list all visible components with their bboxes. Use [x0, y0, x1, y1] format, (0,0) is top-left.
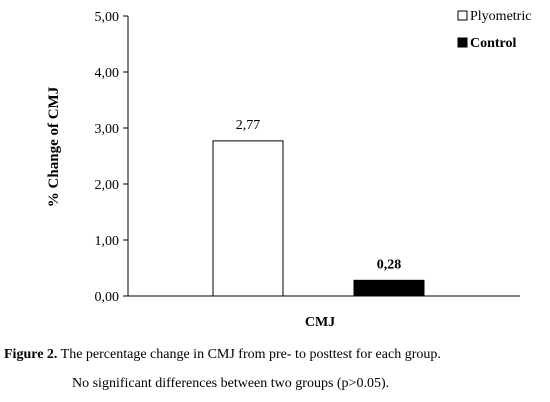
- legend-swatch-plyometric: [457, 10, 468, 21]
- y-tick-label: 2,00: [95, 178, 120, 193]
- chart-axes: [127, 16, 520, 297]
- y-tick-label: 3,00: [95, 122, 120, 137]
- figure-caption-text: The percentage change in CMJ from pre- t…: [57, 347, 441, 362]
- bar-value-label: 2,77: [236, 118, 261, 133]
- y-tick-label: 1,00: [95, 234, 120, 249]
- bar-value-labels: 2,77 0,28: [236, 118, 402, 272]
- legend-label-control: Control: [470, 36, 517, 51]
- chart-legend: Plyometric Control: [457, 9, 531, 51]
- y-axis-label: % Change of CMJ: [46, 86, 62, 207]
- y-axis-ticks: 0,00 1,00 2,00 3,00 4,00 5,00: [95, 10, 128, 305]
- figure-caption-note: No significant differences between two g…: [72, 376, 390, 391]
- y-tick-label: 0,00: [95, 290, 120, 305]
- figure-caption: Figure 2. The percentage change in CMJ f…: [4, 347, 441, 363]
- chart-bars: [212, 140, 425, 297]
- bar-plyometric: [212, 140, 284, 297]
- bar-control: [353, 279, 425, 297]
- x-axis-label: CMJ: [305, 315, 335, 330]
- y-tick-label: 4,00: [95, 66, 120, 81]
- legend-swatch-control: [457, 37, 468, 48]
- bar-chart: 0,00 1,00 2,00 3,00 4,00 5,00 2,77 0,28 Plyome…: [46, 9, 531, 330]
- bar-value-label: 0,28: [377, 257, 402, 272]
- y-tick-label: 5,00: [95, 10, 120, 25]
- legend-label-plyometric: Plyometric: [470, 9, 531, 24]
- figure-caption-label: Figure 2.: [4, 347, 58, 362]
